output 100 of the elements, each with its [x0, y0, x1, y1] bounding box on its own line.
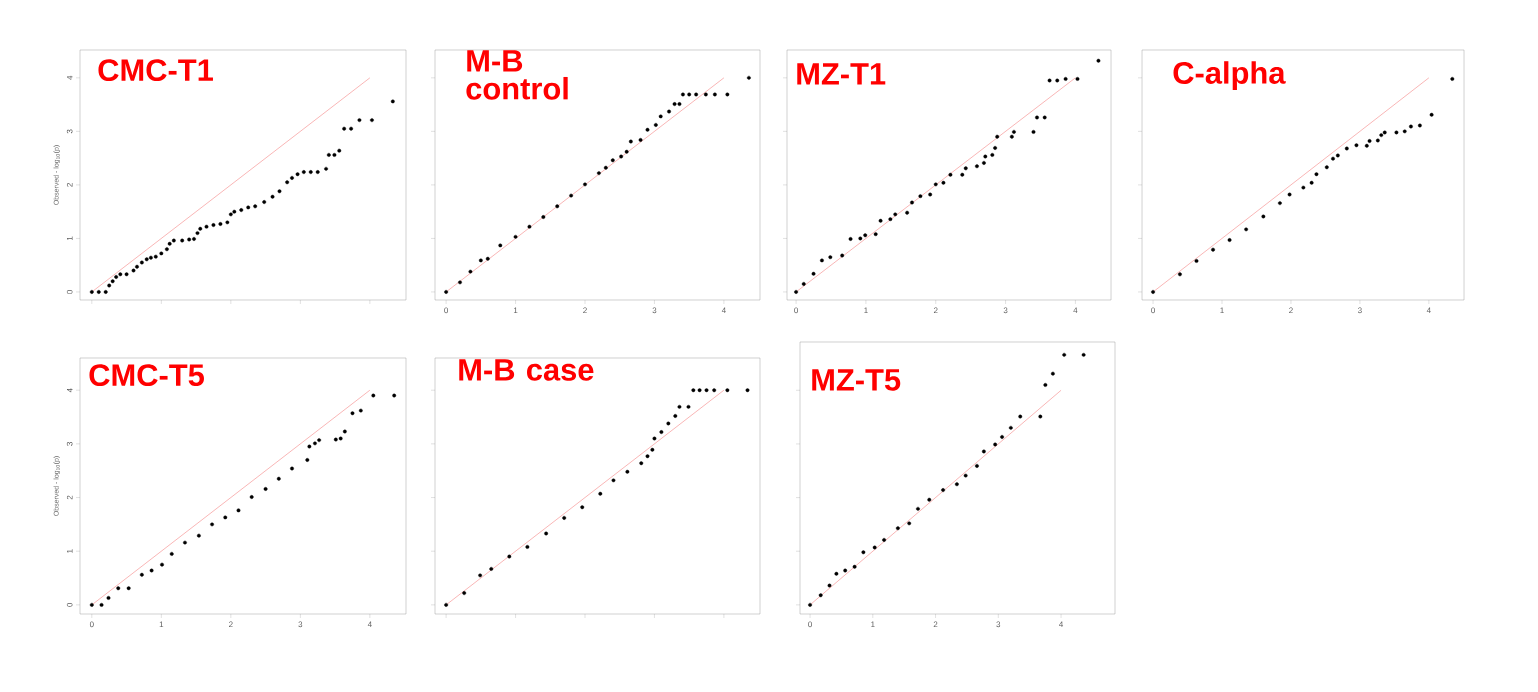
point [1055, 78, 1060, 83]
chart-title: MZ-T1 [797, 63, 886, 85]
point [124, 272, 129, 277]
point [1409, 124, 1413, 129]
point [342, 429, 347, 434]
point [681, 92, 685, 97]
point [301, 170, 306, 174]
point [747, 75, 751, 80]
point [993, 146, 997, 150]
point [667, 109, 671, 114]
point [313, 441, 317, 446]
point [858, 236, 863, 241]
point [645, 454, 650, 459]
point [96, 290, 101, 294]
point [1047, 78, 1052, 83]
point [562, 516, 567, 520]
point [349, 126, 353, 131]
point [126, 586, 131, 591]
point [307, 444, 312, 449]
point [270, 194, 275, 199]
point [262, 200, 267, 204]
point [954, 482, 959, 487]
point [910, 200, 914, 205]
point [820, 258, 824, 263]
point [249, 495, 254, 499]
point [541, 215, 546, 219]
point [650, 447, 655, 452]
point [843, 568, 848, 573]
point [848, 237, 853, 241]
point [712, 92, 717, 97]
point [160, 562, 164, 567]
point [1364, 143, 1369, 148]
point [863, 233, 868, 238]
point [444, 290, 449, 294]
point [107, 283, 112, 288]
point [239, 208, 244, 212]
point [513, 234, 518, 239]
point [211, 223, 216, 227]
point [725, 92, 730, 97]
point [658, 114, 663, 119]
point [485, 256, 490, 261]
point [827, 583, 832, 588]
point [326, 153, 331, 157]
point [89, 602, 94, 607]
point [960, 172, 965, 177]
point [975, 164, 979, 169]
point [357, 118, 362, 123]
point [236, 508, 241, 513]
point [180, 238, 185, 243]
point [196, 533, 201, 538]
point [507, 554, 512, 559]
point [555, 204, 560, 209]
point [149, 568, 154, 573]
point [1344, 146, 1349, 151]
point [794, 290, 798, 294]
point [232, 209, 237, 214]
point [1335, 153, 1340, 158]
point [1062, 352, 1067, 357]
chart-title: M-B control [466, 50, 568, 100]
point [1008, 425, 1013, 430]
point [861, 550, 866, 555]
point [981, 449, 986, 454]
point [686, 404, 691, 409]
point [712, 388, 717, 393]
point [135, 264, 139, 269]
point [580, 505, 585, 510]
point [611, 478, 616, 483]
point [1012, 130, 1016, 134]
point [872, 545, 877, 550]
point [963, 473, 968, 478]
point [1354, 143, 1359, 148]
point [624, 149, 629, 154]
point [918, 194, 923, 199]
point [498, 243, 503, 248]
point [153, 254, 158, 259]
point [1000, 435, 1004, 439]
point [704, 388, 709, 393]
point [1394, 130, 1399, 135]
chart-title: CMC-T5 [89, 364, 204, 387]
point [370, 118, 374, 123]
point [1429, 112, 1434, 117]
point [1211, 247, 1215, 252]
point [462, 591, 467, 595]
point [317, 438, 322, 443]
point [666, 421, 671, 426]
point [811, 271, 816, 276]
point [840, 253, 845, 258]
point [263, 487, 268, 491]
chart-title: C-alpha [1173, 61, 1286, 90]
point [834, 571, 839, 576]
point [295, 172, 300, 177]
point [253, 204, 258, 209]
point [603, 165, 608, 170]
point [139, 572, 144, 577]
point [478, 573, 483, 578]
point [1227, 238, 1232, 242]
point [818, 593, 823, 598]
point [277, 189, 282, 194]
point [89, 290, 94, 294]
point [489, 567, 494, 571]
